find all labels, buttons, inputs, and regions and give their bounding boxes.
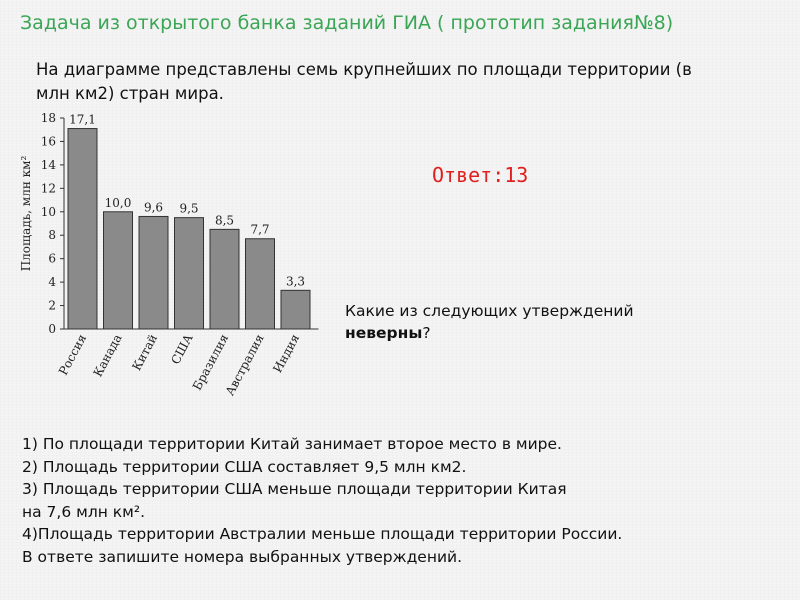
data-label-1: 17,1 [69, 113, 96, 127]
bar-1 [67, 128, 98, 330]
statements-list: 1) По площади территории Китай занимает … [22, 433, 782, 569]
bar-4 [174, 217, 204, 330]
statement-1: 1) По площади территории Китай занимает … [22, 435, 562, 453]
y-tick-label: 4 [48, 275, 56, 289]
bar-5 [209, 228, 240, 330]
y-tick-label: 2 [48, 299, 56, 313]
data-label-4: 9,5 [179, 202, 198, 216]
answer-text: Ответ:13 [432, 163, 529, 187]
question-text: Какие из следующих утверждений неверны? [345, 300, 705, 344]
y-tick-label: 6 [48, 252, 56, 266]
bar-6 [245, 238, 275, 330]
bar-2 [103, 211, 133, 330]
y-axis-label: Площадь, млн км² [19, 156, 33, 272]
y-tick-label: 0 [48, 322, 56, 336]
category-label-5: Бразилия [190, 332, 231, 393]
category-label-2: Канада [91, 332, 125, 379]
statement-3: 3) Площадь территории США меньше площади… [22, 480, 567, 499]
statement-2: 2) Площадь территории США составляет 9,5… [22, 457, 467, 476]
category-label-4: США [168, 332, 195, 367]
question-prefix: Какие из следующих утверждений [345, 302, 634, 320]
statement-4: 4)Площадь территории Австралии меньше пл… [22, 525, 623, 544]
question-bold: неверны [345, 324, 423, 342]
y-tick-label: 10 [41, 205, 56, 219]
instruction-text: В ответе запишите номера выбранных утвер… [22, 547, 463, 566]
y-tick-label: 16 [41, 134, 56, 148]
y-tick-label: 14 [41, 158, 57, 172]
y-tick-label: 12 [41, 181, 56, 195]
data-label-3: 9,6 [144, 200, 163, 214]
question-suffix: ? [422, 324, 431, 342]
y-tick-label: 18 [41, 111, 56, 125]
intro-text: На диаграмме представлены семь крупнейши… [36, 60, 692, 103]
data-label-7: 3,3 [286, 274, 305, 288]
category-label-7: Индия [270, 332, 302, 375]
data-label-6: 7,7 [250, 223, 269, 237]
category-label-3: Китай [129, 332, 160, 373]
y-tick-label: 8 [48, 228, 56, 242]
statement-3-continued: на 7,6 млн км². [22, 502, 145, 521]
bar-7 [280, 289, 311, 330]
category-label-1: Россия [56, 332, 89, 378]
data-label-5: 8,5 [215, 213, 234, 227]
slide-title: Задача из открытого банка заданий ГИА ( … [20, 12, 674, 34]
bar-chart: 0 2 4 6 8 10 12 14 16 18 Площадь, млн км² 17,1 Росси… [19, 111, 319, 398]
data-label-2: 10,0 [105, 196, 132, 210]
bar-3 [138, 215, 169, 330]
